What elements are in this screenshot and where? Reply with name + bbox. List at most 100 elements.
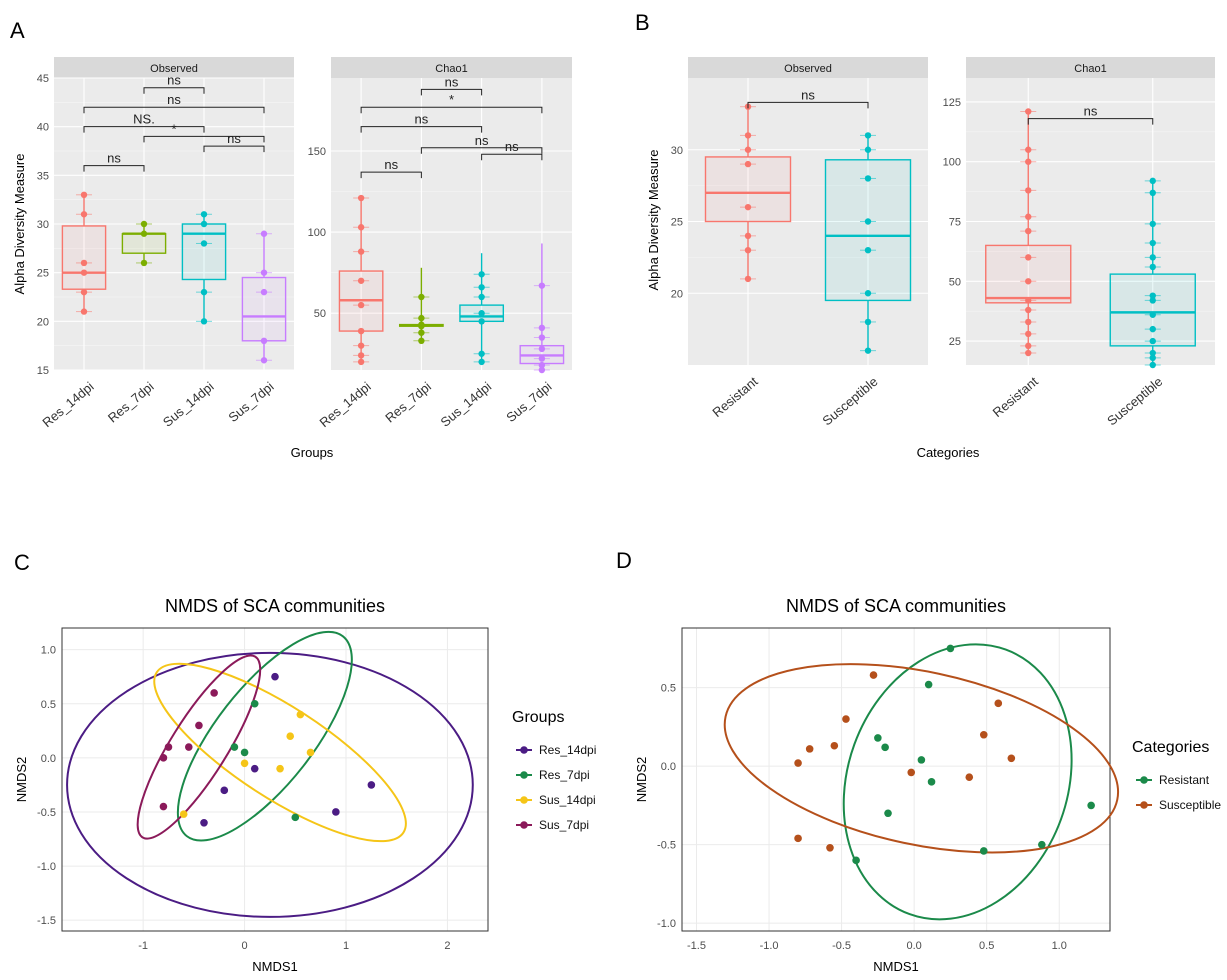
- ellipse-Resistant: [842, 643, 1073, 921]
- point-Susceptible: [994, 699, 1003, 708]
- data-point: [864, 175, 872, 182]
- y-tick-label: -1.0: [37, 861, 56, 873]
- y-tick-label: 150: [308, 146, 326, 158]
- significance-bracket: [143, 87, 205, 94]
- significance-label: ns: [167, 73, 181, 88]
- significance-bracket: [143, 135, 265, 143]
- facet-label: Observed: [150, 63, 198, 75]
- point-Susceptible: [869, 671, 878, 679]
- legend-label-Susceptible: Susceptible: [1159, 798, 1221, 812]
- box-Sus_7dpi: [241, 230, 287, 364]
- point-Res_7dpi: [291, 813, 300, 822]
- data-point: [1025, 318, 1032, 326]
- y-tick-label: 0.5: [661, 683, 676, 695]
- facet-label: Chao1: [435, 63, 467, 75]
- data-point: [1149, 220, 1156, 228]
- point-Sus_7dpi: [184, 743, 193, 751]
- data-point: [538, 345, 546, 353]
- y-tick-label: -1.5: [37, 915, 56, 927]
- data-point: [260, 230, 268, 237]
- data-point: [538, 366, 546, 374]
- point-Res_14dpi: [332, 808, 340, 816]
- data-point: [538, 324, 546, 332]
- data-point: [357, 224, 365, 231]
- box-Res_7dpi: [398, 267, 444, 344]
- point-Resistant: [881, 743, 889, 752]
- point-Resistant: [1087, 801, 1095, 810]
- significance-star: *: [449, 92, 454, 107]
- legend-label-Resistant: Resistant: [1159, 773, 1210, 787]
- point-Sus_7dpi: [164, 743, 173, 751]
- y-tick-label: 1.0: [41, 645, 56, 657]
- legend-dot-Sus_7dpi: [520, 821, 528, 829]
- significance-label: ns: [107, 151, 121, 166]
- point-Sus_7dpi: [159, 802, 168, 811]
- x-tick-label: Susceptible: [819, 374, 880, 429]
- y-tick-label: 30: [671, 145, 683, 157]
- y-tick-label: 40: [37, 122, 49, 134]
- x-tick-label: Res_14dpi: [39, 379, 96, 431]
- y-tick-label: 15: [37, 365, 49, 377]
- data-point: [1025, 146, 1032, 153]
- y-tick-label: 50: [949, 276, 961, 288]
- y-tick-label: 100: [943, 157, 961, 169]
- significance-label: ns: [384, 157, 398, 172]
- data-point: [200, 240, 208, 247]
- significance-label: ns: [801, 87, 815, 102]
- point-Resistant: [927, 778, 936, 786]
- significance-label: ns: [415, 112, 429, 127]
- x-tick-label: 1: [343, 940, 349, 952]
- y-tick-label: -0.5: [657, 840, 676, 852]
- panel-label-a: A: [10, 18, 25, 43]
- x-tick-label: Res_14dpi: [316, 379, 373, 431]
- y-tick-label: 30: [37, 219, 49, 231]
- box-chart-3: Chao1 25 50 75 100 125 ns Resistant Susceptible: [943, 57, 1215, 428]
- significance-bracket: [83, 165, 145, 172]
- y-tick-label: 125: [943, 97, 961, 109]
- data-point: [478, 358, 485, 366]
- point-Res_7dpi: [250, 699, 259, 708]
- data-point: [1149, 177, 1156, 185]
- data-point: [418, 321, 425, 328]
- x-axis-title-a: Groups: [291, 445, 334, 460]
- point-Sus_7dpi: [195, 721, 203, 730]
- facet-strip: [688, 57, 928, 78]
- point-Resistant: [884, 809, 892, 818]
- data-point: [1149, 311, 1156, 318]
- data-point: [1025, 330, 1032, 338]
- point-Susceptible: [842, 715, 850, 723]
- x-axis-title-b: Categories: [917, 445, 980, 460]
- data-point: [744, 232, 752, 240]
- legend-title: Groups: [512, 709, 564, 726]
- data-point: [478, 271, 485, 278]
- significance-bracket: [1027, 118, 1154, 125]
- legend-title: Categories: [1132, 739, 1209, 756]
- point-Susceptible: [965, 773, 974, 781]
- x-tick-label: Sus_7dpi: [225, 379, 276, 425]
- point-Resistant: [924, 680, 933, 689]
- data-point: [1149, 263, 1156, 271]
- data-point: [864, 218, 872, 225]
- x-tick-label: -0.5: [832, 940, 851, 952]
- data-point: [80, 259, 88, 267]
- y-tick-label: 0.5: [41, 699, 56, 711]
- point-Resistant: [1038, 840, 1046, 849]
- y-tick-label: -0.5: [37, 807, 56, 819]
- data-point: [200, 318, 208, 325]
- box-Sus_14dpi: [459, 253, 505, 366]
- y-tick-label: -1.0: [657, 918, 676, 930]
- point-Res_7dpi: [240, 748, 249, 757]
- data-point: [1025, 187, 1032, 194]
- significance-star: *: [171, 121, 176, 136]
- y-tick-label: 25: [949, 336, 961, 348]
- data-point: [1025, 108, 1032, 115]
- legend-label-Sus_7dpi: Sus_7dpi: [539, 818, 589, 832]
- nmds-chart-5: -1.5 -1.0 -0.5 0.0 0.5 1.0 -1.0 -0.5 0.0 0.5 NMDS …: [634, 596, 1221, 974]
- point-Res_7dpi: [230, 743, 239, 751]
- data-point: [1149, 189, 1156, 196]
- data-point: [1025, 227, 1032, 235]
- legend-dot-Resistant: [1140, 776, 1148, 784]
- chart-title: NMDS of SCA communities: [165, 596, 385, 616]
- point-Susceptible: [794, 834, 802, 843]
- data-point: [1149, 297, 1156, 304]
